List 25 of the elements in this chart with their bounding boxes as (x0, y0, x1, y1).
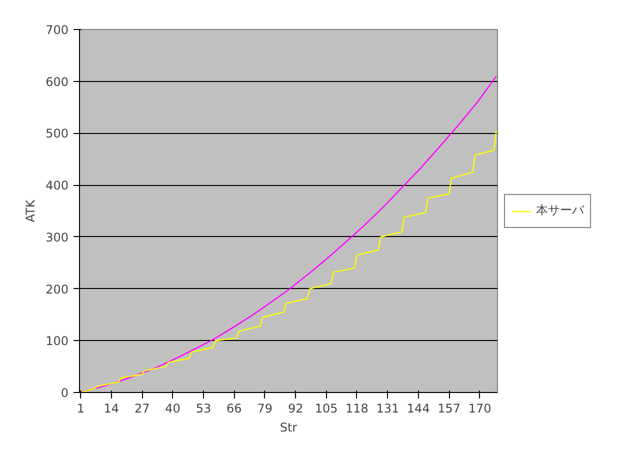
y-tick-label: 600 (46, 74, 68, 89)
y-tick-label: 700 (46, 23, 68, 37)
x-tick-label: 92 (288, 402, 304, 416)
x-tick-label: 144 (406, 402, 430, 416)
x-tick-label: 1 (76, 402, 85, 416)
legend-label: 本サーバ (536, 202, 584, 219)
x-tick-label: 118 (346, 402, 368, 416)
y-tick-label: 100 (46, 334, 68, 348)
x-axis-title: Str (280, 420, 298, 434)
x-tick-label: 40 (165, 402, 180, 416)
x-tick-label: 53 (196, 402, 212, 416)
x-tick-label: 157 (438, 402, 461, 416)
x-tick-label: 170 (468, 402, 492, 416)
x-tick-label: 79 (257, 402, 273, 416)
x-tick-label: 27 (134, 402, 150, 416)
y-axis-title: ATK (24, 198, 38, 222)
x-tick-label: 131 (376, 402, 400, 416)
y-tick-label: 400 (46, 178, 68, 193)
y-tick-label: 300 (46, 230, 68, 244)
x-tick-label: 105 (314, 402, 338, 416)
x-tick-label: 66 (226, 402, 242, 416)
y-tick-label: 500 (46, 126, 68, 141)
y-tick-label: 200 (46, 282, 68, 296)
x-tick-label: 14 (104, 402, 120, 416)
y-tick-label: 0 (60, 386, 69, 400)
